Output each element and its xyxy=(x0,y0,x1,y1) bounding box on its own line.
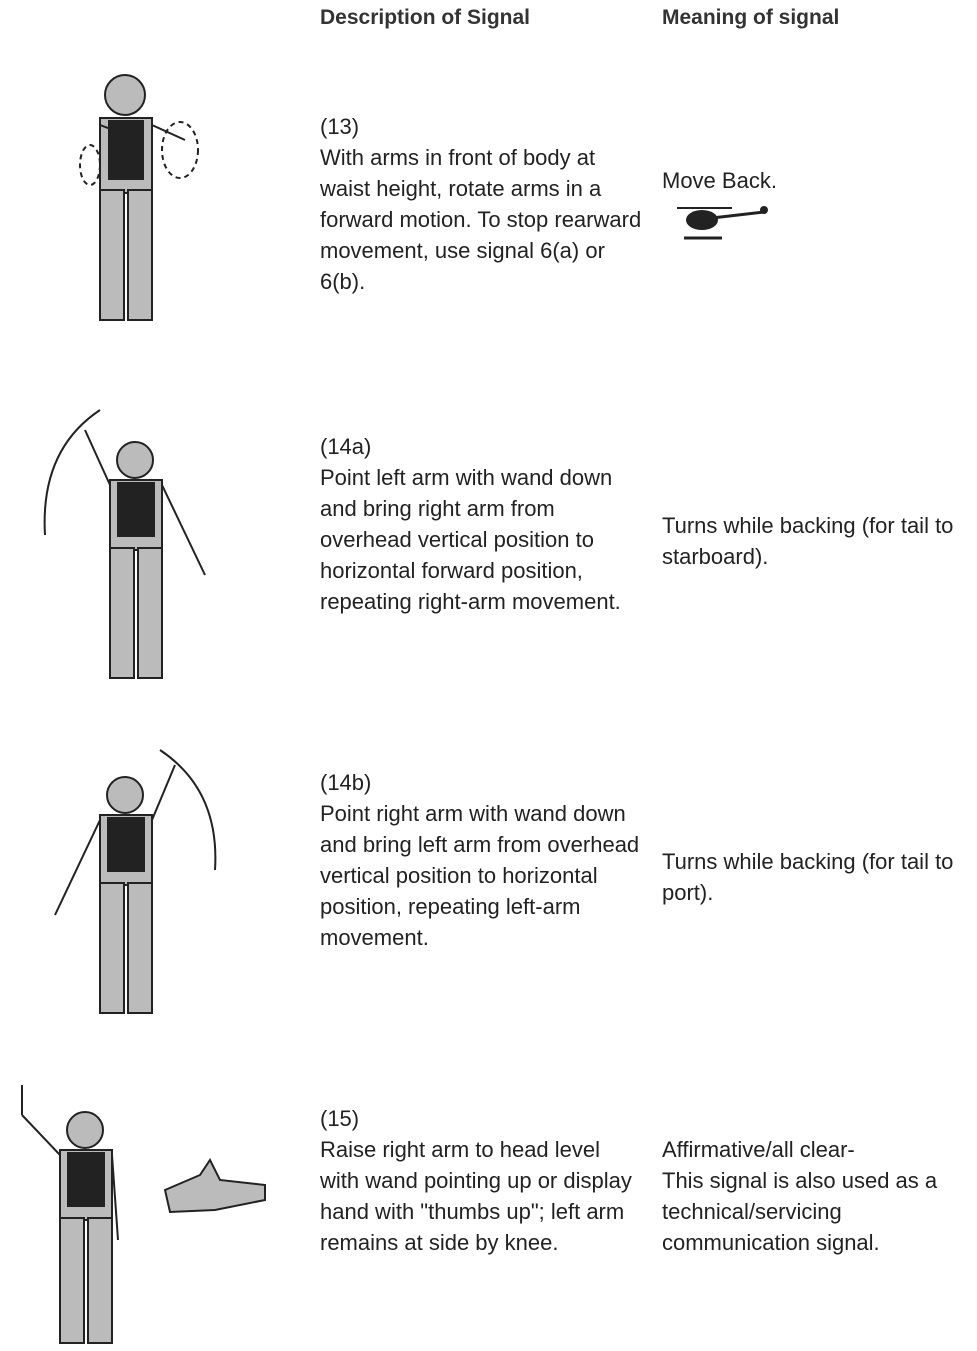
signal-meaning: Turns while backing (for tail to starboa… xyxy=(662,510,974,572)
signal-meaning: Turns while backing (for tail to port). xyxy=(662,846,974,908)
signal-meaning: Affirmative/all clear- This signal is als… xyxy=(662,1134,974,1258)
header-description: Description of Signal xyxy=(320,6,531,29)
signal-description: Point left arm with wand down and bring … xyxy=(320,465,621,614)
meaning-line: This signal is also used as a technical/… xyxy=(662,1168,938,1255)
signal-number: (13) xyxy=(320,114,360,139)
signal-description: Point right arm with wand down and bring… xyxy=(320,801,640,950)
figure-14a xyxy=(43,409,206,679)
signal-description: With arms in front of body at waist heig… xyxy=(320,145,642,294)
signal-number: (14a) xyxy=(320,434,372,459)
signal-description: Raise right arm to head level with wand … xyxy=(320,1137,632,1255)
figure-15 xyxy=(21,1085,266,1344)
meaning-line: Move Back. xyxy=(662,168,777,193)
meaning-line: Turns while backing (for tail to starboa… xyxy=(662,513,954,569)
header-meaning: Meaning of signal xyxy=(662,6,840,29)
figure-13 xyxy=(79,74,199,321)
signal-figures xyxy=(21,74,266,1344)
meaning-line: Turns while backing (for tail to port). xyxy=(662,849,954,905)
signal-number: (15) xyxy=(320,1106,360,1131)
figure-14b xyxy=(54,749,217,1014)
signal-number: (14b) xyxy=(320,770,372,795)
helicopter-icon xyxy=(677,206,768,240)
meaning-line: Affirmative/all clear- xyxy=(662,1137,855,1162)
signal-meaning: Move Back. xyxy=(662,165,974,196)
